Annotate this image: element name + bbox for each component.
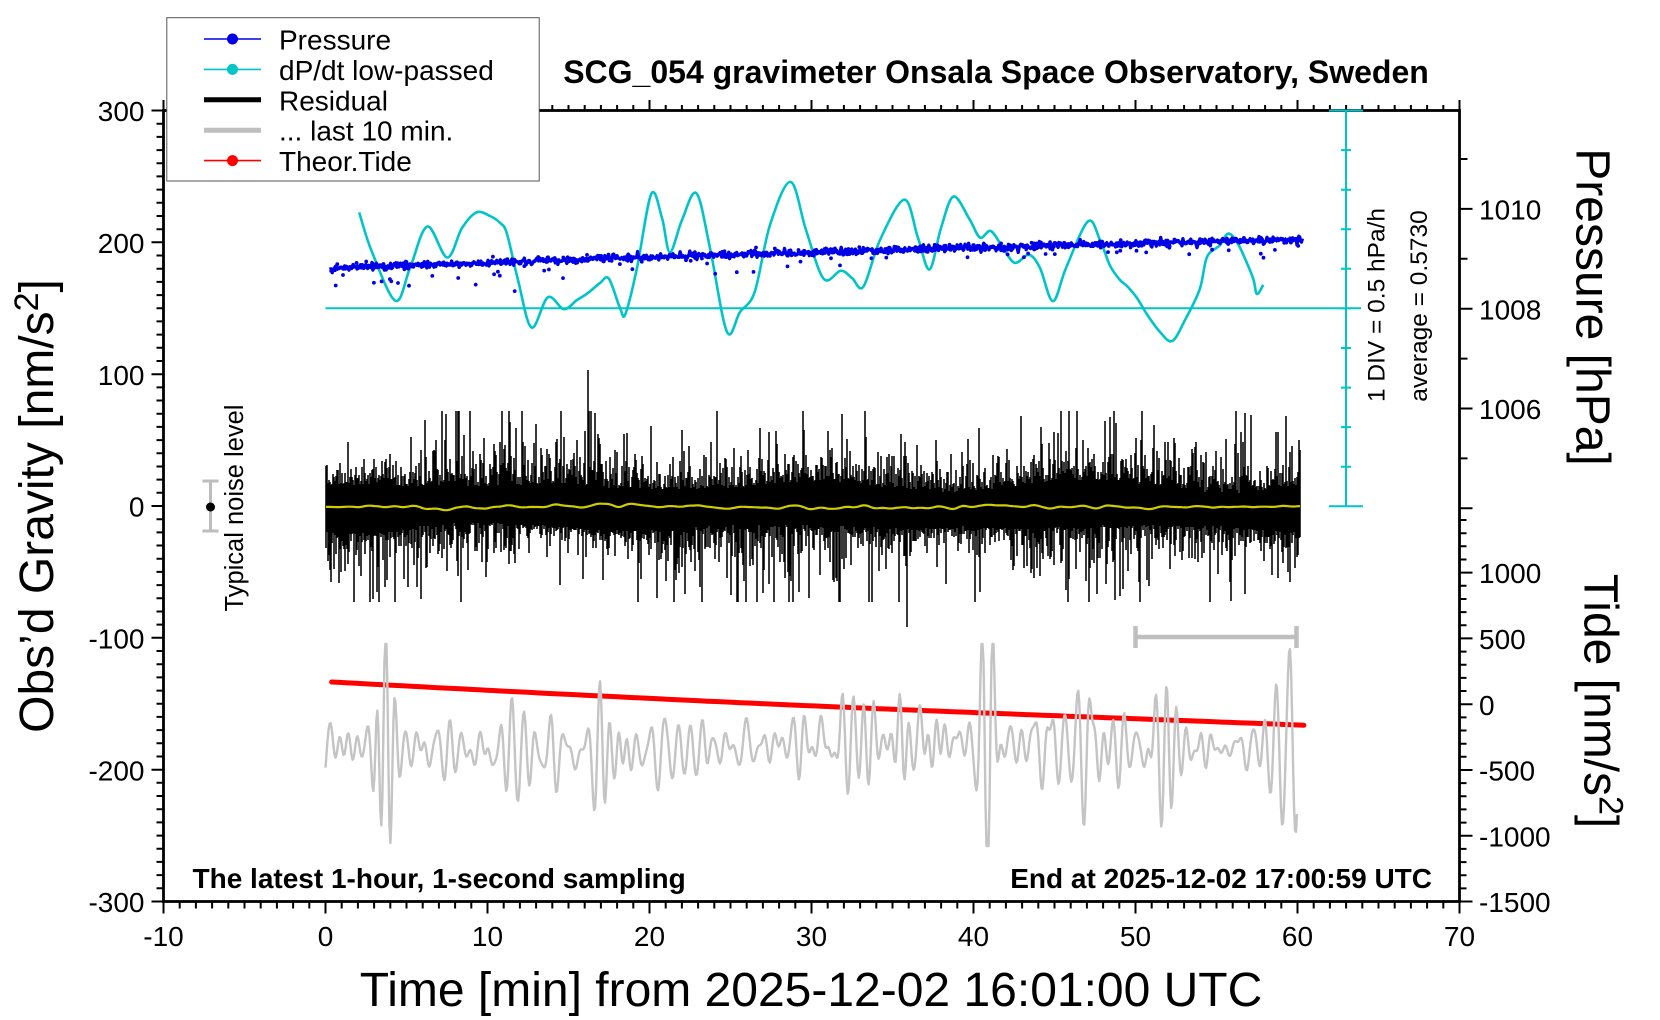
svg-text:10: 10 [472,921,503,952]
svg-text:The latest 1-hour, 1-second sa: The latest 1-hour, 1-second sampling [193,863,686,894]
svg-text:1 DIV = 0.5 hPa/h: 1 DIV = 0.5 hPa/h [1364,208,1391,402]
svg-text:1006: 1006 [1479,394,1541,425]
svg-text:average = 0.5730: average = 0.5730 [1406,210,1433,401]
svg-text:1010: 1010 [1479,195,1541,226]
svg-text:-1000: -1000 [1479,821,1551,852]
svg-text:... last 10 min.: ... last 10 min. [279,116,453,147]
svg-text:200: 200 [98,228,145,259]
svg-text:Pressure [hPa]: Pressure [hPa] [1566,148,1619,465]
svg-text:SCG_054 gravimeter Onsala Spac: SCG_054 gravimeter Onsala Space Observat… [563,54,1429,90]
svg-text:20: 20 [634,921,665,952]
svg-text:Typical noise level: Typical noise level [221,405,249,612]
svg-text:-10: -10 [143,921,183,952]
svg-text:0: 0 [129,492,145,523]
svg-text:Time [min] from 2025-12-02 16:: Time [min] from 2025-12-02 16:01:00 UTC [360,964,1263,1017]
svg-text:50: 50 [1120,921,1151,952]
svg-text:0: 0 [1479,690,1495,721]
svg-text:Obs’d Gravity [nm/s2]: Obs’d Gravity [nm/s2] [8,279,64,733]
svg-text:40: 40 [958,921,989,952]
svg-text:500: 500 [1479,624,1526,655]
svg-text:End at 2025-12-02 17:00:59 UTC: End at 2025-12-02 17:00:59 UTC [1010,863,1432,894]
svg-text:Pressure: Pressure [279,25,391,56]
svg-text:300: 300 [98,96,145,127]
svg-text:Tide [nm/s2]: Tide [nm/s2] [1574,574,1630,829]
svg-text:30: 30 [796,921,827,952]
svg-text:100: 100 [98,360,145,391]
svg-text:0: 0 [318,921,334,952]
svg-text:70: 70 [1444,921,1475,952]
svg-text:dP/dt low-passed: dP/dt low-passed [279,55,494,86]
svg-text:-300: -300 [88,887,144,918]
svg-text:-100: -100 [88,623,144,654]
svg-text:Residual: Residual [279,85,388,116]
svg-text:1000: 1000 [1479,558,1541,589]
svg-text:-1500: -1500 [1479,887,1551,918]
svg-text:-500: -500 [1479,756,1535,787]
svg-text:60: 60 [1282,921,1313,952]
svg-text:1008: 1008 [1479,294,1541,325]
svg-text:Theor.Tide: Theor.Tide [279,146,412,177]
svg-text:-200: -200 [88,755,144,786]
